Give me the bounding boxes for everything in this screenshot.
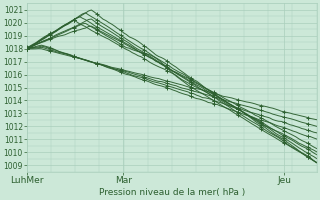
X-axis label: Pression niveau de la mer( hPa ): Pression niveau de la mer( hPa )	[99, 188, 245, 197]
